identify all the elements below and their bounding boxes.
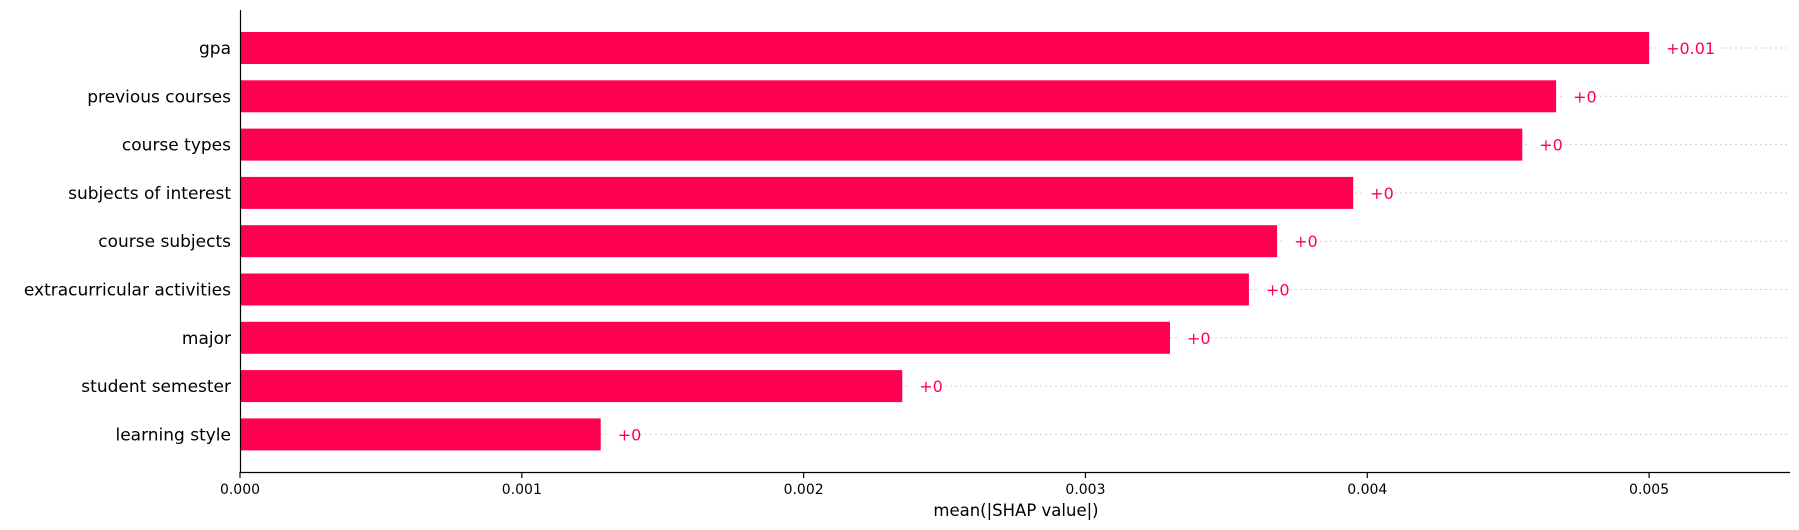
data-label-bg bbox=[1178, 326, 1210, 349]
data-label: +0 bbox=[1573, 87, 1597, 106]
axes bbox=[239, 10, 1790, 474]
bar bbox=[240, 128, 1523, 161]
data-label: +0 bbox=[1539, 136, 1563, 155]
data-label-bg bbox=[608, 423, 640, 446]
y-tick-label: gpa bbox=[199, 39, 231, 59]
bar bbox=[240, 80, 1557, 113]
bars bbox=[240, 32, 1650, 451]
x-tick-label: 0.003 bbox=[1065, 482, 1105, 498]
bar bbox=[240, 370, 903, 403]
y-tick-label: student semester bbox=[81, 377, 231, 397]
data-label-bg bbox=[1285, 230, 1317, 253]
data-label-bg bbox=[1564, 85, 1596, 108]
bar bbox=[240, 225, 1278, 258]
data-label-bg bbox=[1361, 181, 1393, 204]
x-tick-label: 0.001 bbox=[502, 482, 542, 498]
x-axis-ticks: 0.000 0.001 0.002 0.003 0.004 0.005 bbox=[220, 472, 1669, 498]
y-axis-labels: gpa previous courses course types subjects … bbox=[24, 39, 231, 445]
data-label: +0 bbox=[919, 377, 943, 396]
data-label: +0 bbox=[1294, 232, 1318, 251]
data-label-bg bbox=[1530, 133, 1562, 156]
x-tick-label: 0.004 bbox=[1347, 482, 1387, 498]
y-tick-label: learning style bbox=[115, 425, 231, 445]
data-label: +0 bbox=[1266, 281, 1290, 300]
y-tick-label: major bbox=[182, 329, 231, 349]
data-label-bg bbox=[910, 375, 942, 398]
bar bbox=[240, 273, 1249, 306]
x-tick-label: 0.000 bbox=[220, 482, 260, 498]
data-label: +0 bbox=[1370, 184, 1394, 203]
data-labels: +0.01 +0 +0 +0 +0 +0 +0 +0 +0 bbox=[608, 37, 1718, 446]
y-tick-label: course subjects bbox=[98, 232, 231, 252]
y-tick-label: extracurricular activities bbox=[24, 281, 231, 301]
bar bbox=[240, 418, 601, 451]
y-tick-label: subjects of interest bbox=[68, 184, 231, 204]
data-label: +0.01 bbox=[1666, 39, 1715, 58]
data-label-bg bbox=[1256, 278, 1289, 301]
data-label: +0 bbox=[618, 425, 642, 444]
y-tick-label: course types bbox=[122, 136, 231, 156]
x-axis-title: mean(|SHAP value|) bbox=[933, 501, 1098, 520]
data-label: +0 bbox=[1187, 329, 1211, 348]
bar bbox=[240, 176, 1354, 209]
x-tick-label: 0.002 bbox=[784, 482, 824, 498]
bar bbox=[240, 32, 1650, 64]
x-tick-label: 0.005 bbox=[1629, 482, 1669, 498]
bar bbox=[240, 321, 1170, 354]
y-tick-label: previous courses bbox=[87, 87, 231, 107]
data-label-bg bbox=[1657, 37, 1718, 59]
